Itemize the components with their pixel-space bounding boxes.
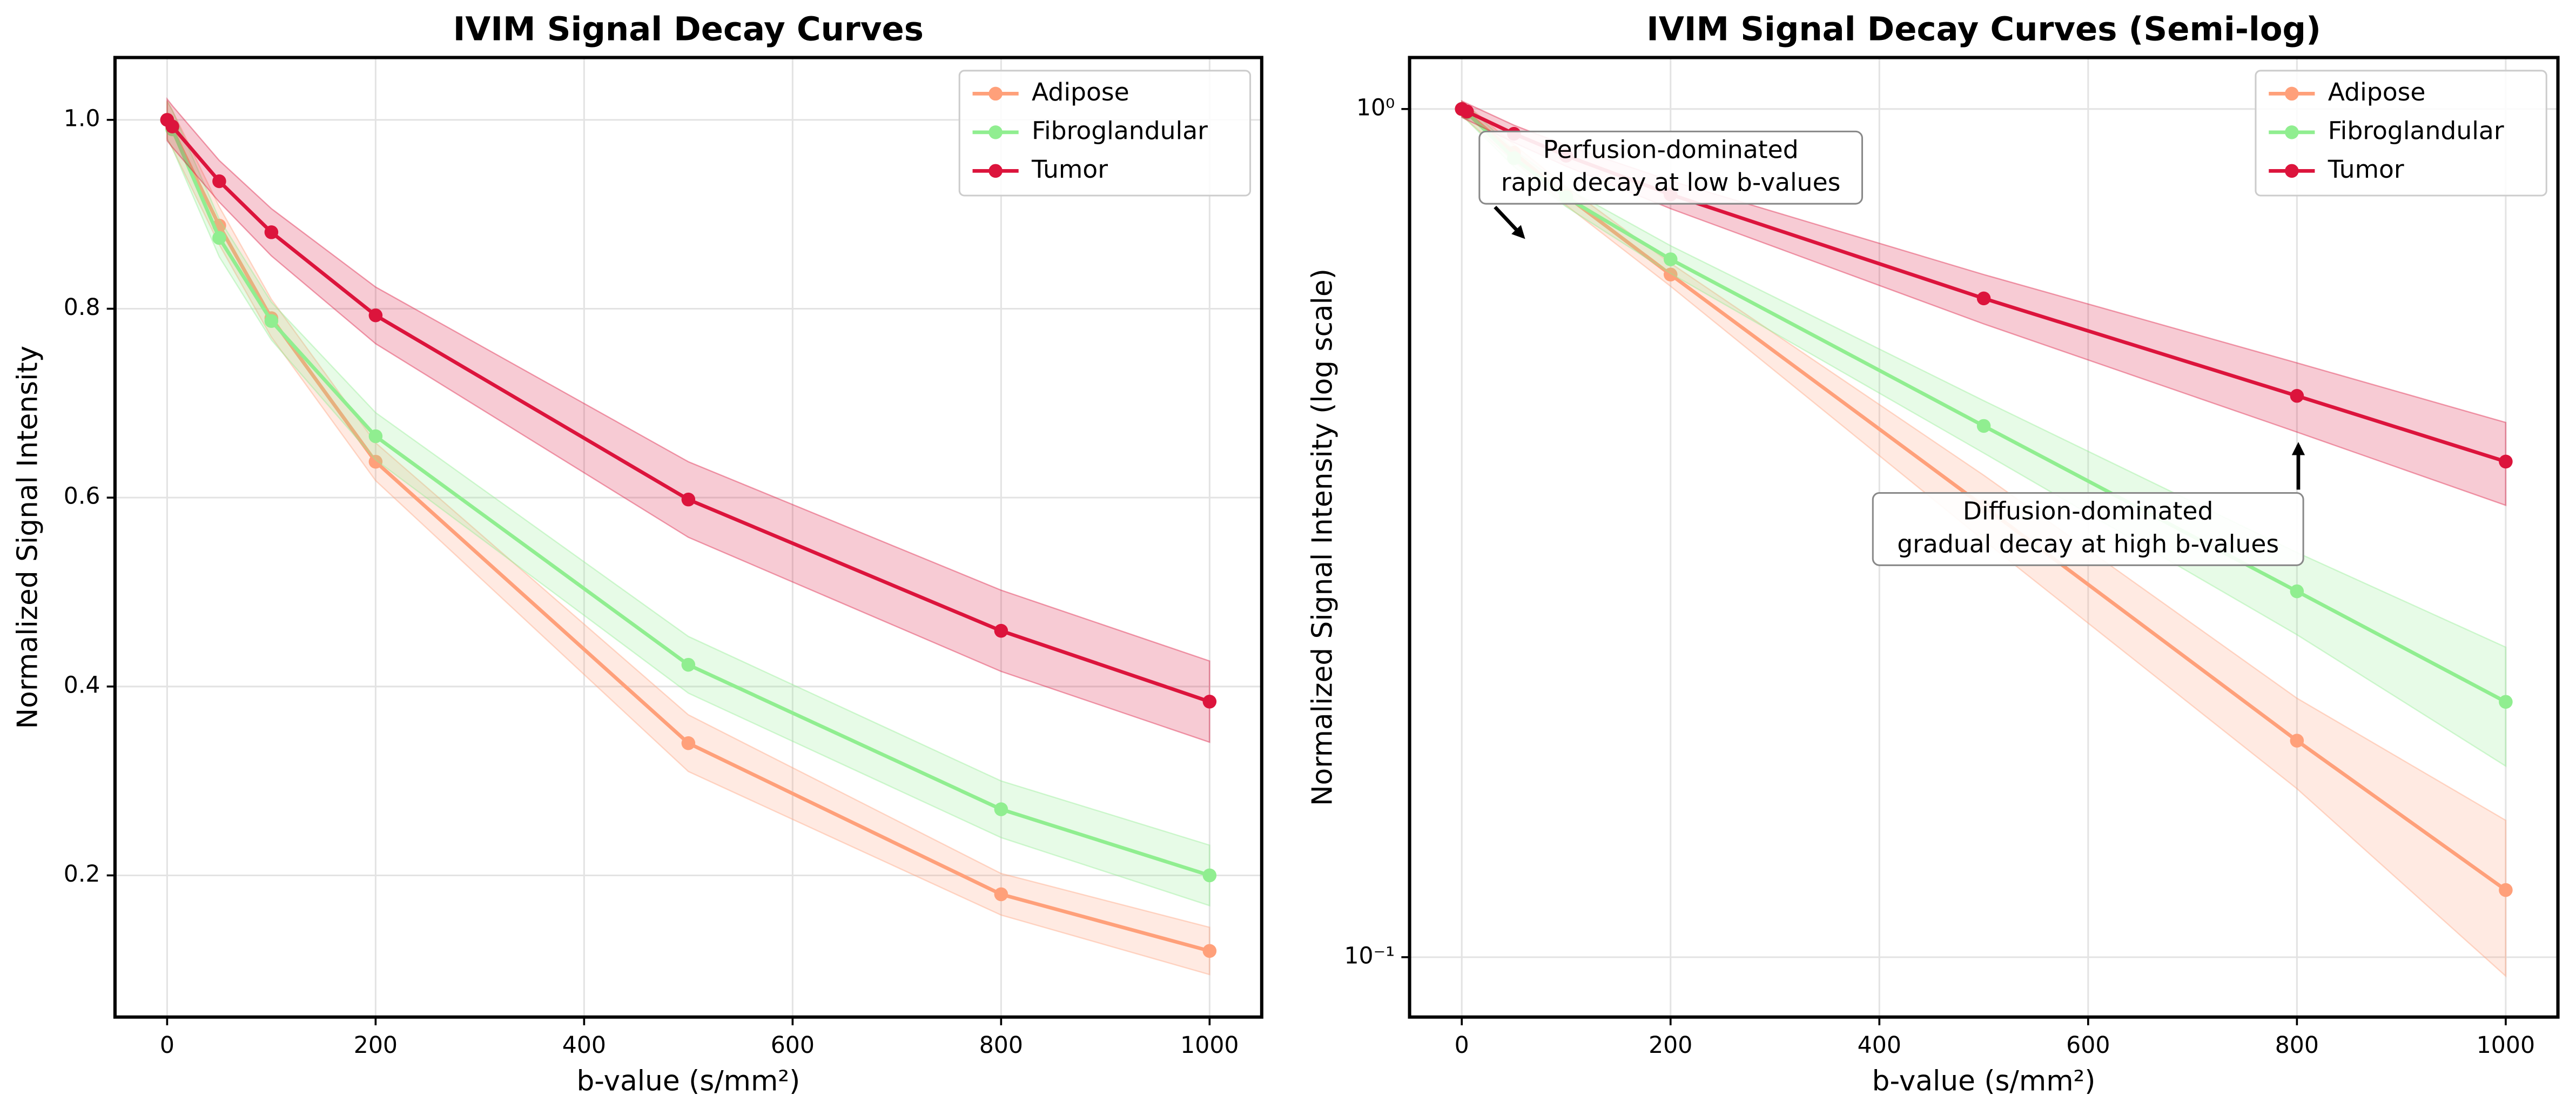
legend-marker [2285,125,2299,139]
chart-title: IVIM Signal Decay Curves [453,10,924,48]
data-point [1976,291,1991,306]
plot-frame [1408,56,2560,1019]
data-point [1202,944,1217,958]
data-point [368,429,383,444]
x-tick-label: 600 [771,1032,815,1059]
data-point [1202,695,1217,709]
data-point [2290,584,2304,599]
x-axis-label: b-value (s/mm²) [576,1065,800,1097]
y-axis-label: Normalized Signal Intensity (log scale) [1306,268,1339,806]
legend-label: Fibroglandular [2328,116,2504,145]
series-line [165,119,1210,877]
y-tick-label: 0.2 [64,861,100,888]
annotation-text: Diffusion-dominated [1963,496,2214,525]
data-point [212,174,226,189]
error-band [166,97,1210,743]
data-point [2499,883,2513,897]
x-tick-label: 1000 [2477,1032,2535,1059]
x-tick-label: 600 [2066,1032,2110,1059]
error-band [166,100,1210,907]
series-line [165,118,1210,703]
annotation-box [1478,130,1864,205]
data-point [994,623,1008,638]
annotation-box [1872,492,2304,566]
data-point [2290,734,2304,748]
x-tick-label: 0 [1455,1032,1469,1059]
y-tick-label: 0.4 [64,671,100,698]
legend-label: Adipose [1032,78,1129,106]
y-tick-label: 0.8 [64,294,100,321]
data-point [264,225,279,239]
x-tick-label: 0 [160,1032,174,1059]
data-point [2499,454,2513,469]
y-tick-label: 10⁻¹ [1344,942,1395,969]
y-tick-label: 1.0 [64,105,100,132]
data-point [1202,868,1217,883]
data-point [212,231,226,245]
x-tick-label: 1000 [1180,1032,1239,1059]
y-tick-label: 10⁰ [1356,94,1395,121]
data-point [1663,252,1678,266]
chart-title: IVIM Signal Decay Curves (Semi-log) [1646,10,2321,48]
data-point [165,119,179,133]
x-axis-label: b-value (s/mm²) [1872,1065,2096,1097]
data-point [681,736,696,750]
data-point [1976,419,1991,433]
x-tick-label: 400 [1858,1032,1901,1059]
legend-label: Tumor [1031,155,1108,184]
legend-label: Tumor [2328,155,2404,184]
legend-label: Fibroglandular [1032,116,1208,145]
data-point [994,802,1008,816]
x-tick-label: 200 [354,1032,398,1059]
legend-box [958,70,1252,197]
data-point [681,657,696,672]
data-point [368,454,383,469]
annotation-text: gradual decay at high b-values [1897,529,2279,558]
data-point [994,887,1008,902]
legend-box [2255,70,2547,197]
x-tick-label: 200 [1649,1032,1692,1059]
annotation-text: rapid decay at low b-values [1501,168,1841,197]
data-point [264,314,279,328]
legend-label: Adipose [2328,78,2426,106]
legend-marker [2285,164,2299,178]
legend-marker [2285,86,2299,101]
data-point [1460,104,1474,119]
data-point [2499,695,2513,709]
plot-frame [113,56,1263,1019]
x-tick-label: 400 [562,1032,606,1059]
x-tick-label: 800 [2275,1032,2319,1059]
error-band [166,100,1210,976]
x-tick-label: 800 [979,1032,1023,1059]
annotation-arrow [1494,205,1525,239]
legend-marker [988,125,1003,139]
data-point [368,308,383,323]
legend-marker [988,164,1003,178]
legend-marker [988,86,1003,101]
y-tick-label: 0.6 [64,483,100,510]
y-axis-label: Normalized Signal Intensity [12,346,44,729]
data-point [2290,388,2304,403]
data-point [1663,267,1678,282]
data-point [681,492,696,507]
annotation-text: Perfusion-dominated [1543,135,1799,164]
